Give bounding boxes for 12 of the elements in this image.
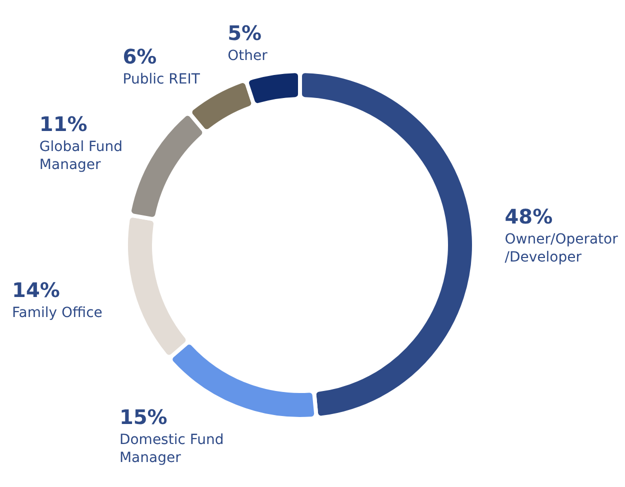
slice-label: Family Office — [12, 305, 102, 322]
data-label: 14% — [12, 278, 60, 302]
slice-label: Other — [228, 48, 268, 64]
slice-label: Domestic Fund Manager — [119, 432, 224, 466]
slice-label: Global Fund Manager — [39, 139, 122, 173]
slice-label: Owner/Operator /Developer — [504, 232, 618, 266]
data-label: 11% — [39, 112, 88, 136]
data-label: 6% — [122, 44, 157, 68]
data-label: 48% — [504, 204, 553, 229]
data-label: 5% — [228, 21, 262, 46]
slice-label: Public REIT — [122, 71, 200, 88]
data-label: 15% — [119, 404, 168, 429]
